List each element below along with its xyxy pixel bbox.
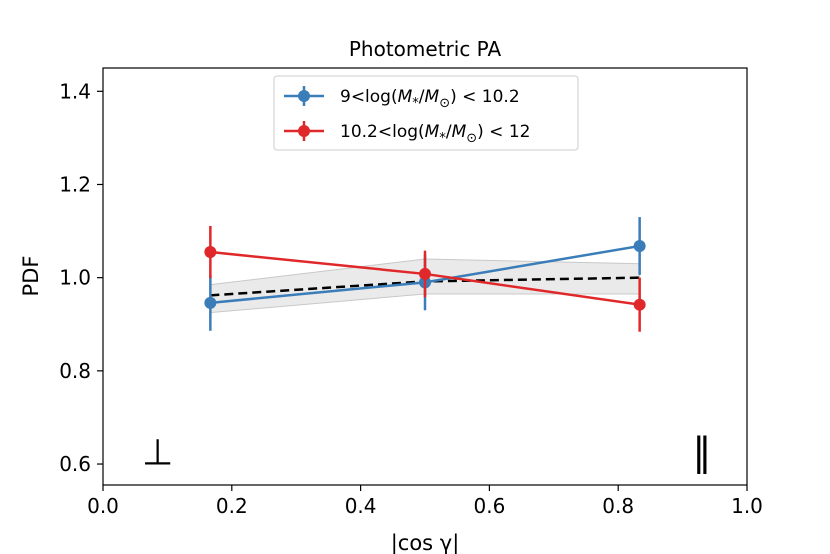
legend-item-2: 10.2<log(M*/M⊙) < 12 xyxy=(284,121,530,146)
annotation-symbol: ⊥ xyxy=(142,433,173,474)
x-tick-label: 1.0 xyxy=(731,494,763,518)
x-tick-label: 0.2 xyxy=(216,494,248,518)
axes-layer: 0.0 0.2 0.4 0.6 0.8 1.0 0.6 0.8 1.0 1.2 1.4 xyxy=(59,67,763,518)
series-2-point xyxy=(419,267,431,280)
series-2-point xyxy=(204,246,217,259)
plot-frame xyxy=(102,67,748,486)
y-tick-label: 0.6 xyxy=(59,452,91,476)
series-layer xyxy=(204,217,646,332)
legend-marker xyxy=(298,90,310,102)
chart-title: Photometric PA xyxy=(349,37,502,61)
series-1-point xyxy=(204,296,217,309)
x-tick-label: 0.4 xyxy=(345,494,377,518)
y-tick-label: 0.8 xyxy=(59,359,91,383)
y-tick-label: 1.2 xyxy=(59,172,91,196)
x-tick-label: 0.8 xyxy=(602,494,634,518)
annotation-layer: ⊥ ‖ xyxy=(142,430,711,475)
legend: 9<log(M*/M⊙) < 10.2 10.2<log(M*/M⊙) < 12 xyxy=(273,75,579,151)
y-axis-label: PDF xyxy=(19,256,43,297)
series-1-point xyxy=(633,239,646,252)
x-tick-label: 0.0 xyxy=(87,494,119,518)
annotation-symbol: ‖ xyxy=(692,430,711,475)
y-tick-label: 1.0 xyxy=(59,266,91,290)
legend-label: 9<log(M*/M⊙) < 10.2 xyxy=(340,87,520,111)
legend-item-1: 9<log(M*/M⊙) < 10.2 xyxy=(284,86,520,111)
x-tick-label: 0.6 xyxy=(473,494,505,518)
y-tick-label: 1.4 xyxy=(59,79,91,103)
legend-box xyxy=(273,75,579,151)
x-axis-label: |cos γ| xyxy=(391,531,460,554)
series-2-point xyxy=(633,298,646,311)
legend-marker xyxy=(298,125,310,137)
series-2 xyxy=(204,225,646,332)
legend-label: 10.2<log(M*/M⊙) < 12 xyxy=(340,122,530,146)
